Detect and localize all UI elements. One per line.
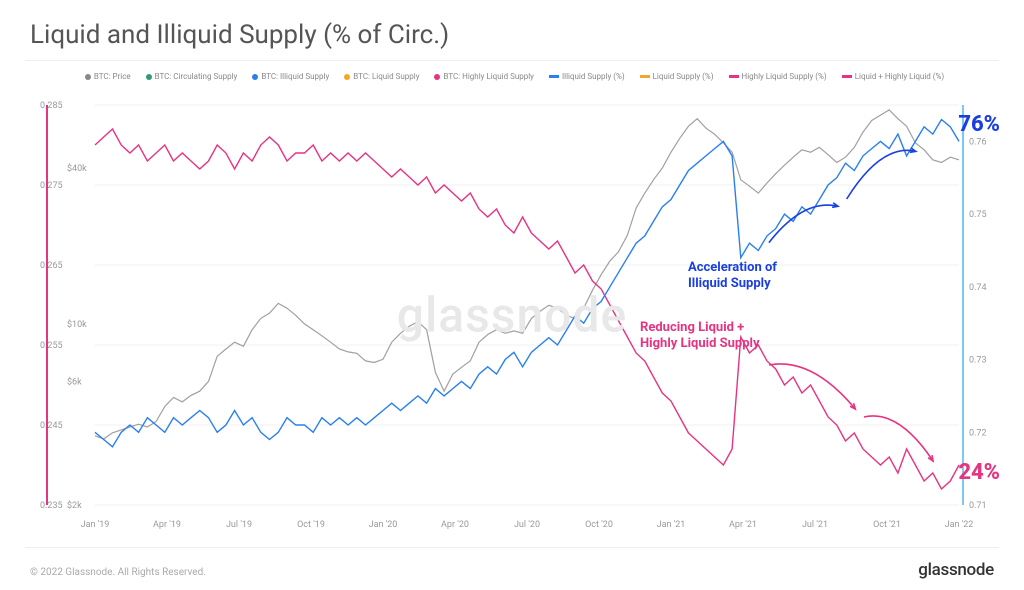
- svg-text:$40k: $40k: [67, 163, 87, 174]
- svg-text:0.73: 0.73: [969, 356, 987, 366]
- svg-text:Apr '19: Apr '19: [153, 520, 181, 530]
- legend: BTC: PriceBTC: Circulating SupplyBTC: Il…: [0, 72, 1024, 81]
- svg-text:Oct '20: Oct '20: [585, 520, 613, 530]
- chart-svg: 0.285 0.275 0.265 0.255 0.245 0.235 $40k $10k $6…: [20, 95, 1004, 535]
- svg-text:Jan '22: Jan '22: [945, 520, 974, 530]
- svg-text:Oct '21: Oct '21: [873, 520, 901, 530]
- svg-text:Apr '20: Apr '20: [441, 520, 469, 530]
- svg-text:0.285: 0.285: [40, 101, 63, 111]
- divider-top: [25, 60, 999, 61]
- svg-text:Jul '20: Jul '20: [514, 520, 540, 530]
- svg-text:$6k: $6k: [67, 376, 82, 387]
- footer-brand: glassnode: [918, 560, 994, 580]
- divider-bottom: [25, 547, 999, 548]
- svg-text:Jan '19: Jan '19: [81, 520, 110, 530]
- svg-text:0.71: 0.71: [969, 501, 987, 511]
- svg-text:$2k: $2k: [67, 500, 82, 511]
- svg-text:Apr '21: Apr '21: [729, 520, 757, 530]
- svg-text:0.255: 0.255: [40, 341, 63, 351]
- svg-text:Jul '19: Jul '19: [226, 520, 252, 530]
- svg-text:0.72: 0.72: [969, 428, 987, 438]
- annotation-illiquid: Acceleration ofIlliquid Supply: [688, 260, 777, 291]
- label-24pct: 24%: [958, 460, 1000, 485]
- svg-text:0.76: 0.76: [969, 137, 987, 147]
- annotation-liquid: Reducing Liquid +Highly Liquid Supply: [640, 320, 760, 351]
- svg-text:0.74: 0.74: [969, 283, 987, 293]
- svg-text:Oct '19: Oct '19: [297, 520, 325, 530]
- chart-area: glassnode 0.2850.2750.2650.2550.2450.235…: [20, 95, 1004, 535]
- label-76pct: 76%: [958, 112, 1000, 137]
- footer-copyright: © 2022 Glassnode. All Rights Reserved.: [30, 567, 206, 578]
- svg-text:0.235: 0.235: [40, 501, 63, 511]
- svg-text:$10k: $10k: [67, 319, 87, 330]
- svg-text:0.275: 0.275: [40, 181, 63, 191]
- svg-text:Jan '21: Jan '21: [657, 520, 686, 530]
- svg-text:0.265: 0.265: [40, 261, 63, 271]
- svg-text:0.245: 0.245: [40, 421, 63, 431]
- chart-title: Liquid and Illiquid Supply (% of Circ.): [30, 20, 449, 50]
- svg-text:Jan '20: Jan '20: [369, 520, 398, 530]
- svg-text:Jul '21: Jul '21: [802, 520, 828, 530]
- svg-text:0.75: 0.75: [969, 210, 987, 220]
